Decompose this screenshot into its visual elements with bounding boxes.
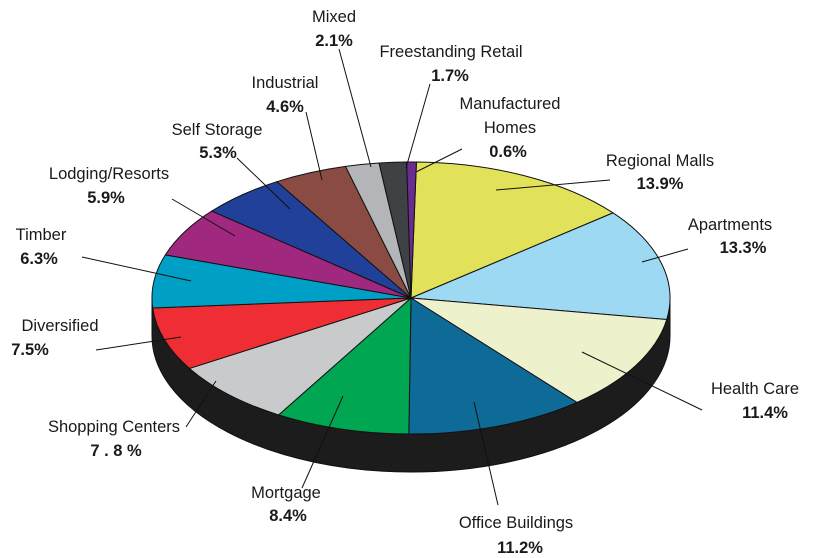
label-timber: Timber 6.3% — [16, 226, 67, 268]
pie-slice-office-buildings — [408, 297, 578, 435]
slice-value: 6.3% — [20, 250, 58, 268]
leader-line-lodging-resorts — [171, 198, 236, 237]
slice-name: Timber — [16, 226, 67, 244]
slice-name: Regional Malls — [606, 152, 714, 170]
leader-line-mortgage — [301, 395, 344, 489]
slice-name: Lodging/Resorts — [49, 165, 169, 183]
slice-value: 0.6% — [489, 143, 527, 161]
pie-slices — [151, 161, 671, 435]
slice-name: Office Buildings — [459, 514, 573, 532]
pie-slice-manufactured-homes — [406, 161, 417, 299]
label-industrial: Industrial 4.6% — [252, 74, 319, 116]
slice-value: 5.9% — [87, 189, 125, 207]
label-manufactured-homes: Manufactured Homes 0.6% — [460, 95, 561, 161]
label-health-care: Health Care 11.4% — [711, 380, 799, 422]
slice-value: 11.4% — [742, 404, 788, 422]
slice-name: Mortgage — [251, 484, 321, 502]
slice-name-line2: Homes — [484, 119, 536, 137]
leader-line-shopping-centers — [185, 380, 217, 428]
pie-slice-regional-malls — [410, 161, 614, 299]
slice-name: Manufactured — [460, 95, 561, 113]
slice-value: 7 . 8 % — [90, 442, 142, 460]
label-regional-malls: Regional Malls 13.9% — [606, 152, 714, 193]
slice-value: 13.3% — [720, 239, 767, 257]
label-diversified: Diversified 7.5% — [11, 317, 98, 359]
label-freestanding-retail: Freestanding Retail 1.7% — [379, 43, 522, 85]
slice-value: 2.1% — [315, 32, 353, 50]
leader-line-industrial — [305, 111, 323, 181]
pie-slice-shopping-centers — [188, 297, 412, 416]
slice-name: Freestanding Retail — [379, 43, 522, 61]
label-apartments: Apartments 13.3% — [688, 216, 772, 257]
label-mortgage: Mortgage 8.4% — [251, 484, 321, 525]
slice-name: Diversified — [21, 317, 98, 335]
slice-name: Mixed — [312, 8, 356, 26]
leader-line-office-buildings — [473, 401, 499, 506]
slice-name: Health Care — [711, 380, 799, 398]
pie-slice-health-care — [410, 297, 668, 403]
leader-line-health-care — [581, 351, 703, 411]
pie-slice-apartments — [410, 212, 671, 321]
slice-value: 11.2% — [497, 539, 543, 557]
slice-name: Apartments — [688, 216, 772, 234]
slice-name: Self Storage — [172, 121, 263, 139]
leader-line-freestanding-retail — [405, 83, 431, 169]
label-office-buildings: Office Buildings 11.2% — [459, 514, 573, 557]
slice-value: 4.6% — [266, 98, 304, 116]
slice-name: Shopping Centers — [48, 418, 180, 436]
slice-name: Industrial — [252, 74, 319, 92]
leader-lines — [81, 48, 703, 506]
label-shopping-centers: Shopping Centers 7 . 8 % — [48, 418, 180, 460]
slice-value: 8.4% — [269, 507, 307, 525]
leader-line-timber — [81, 256, 192, 282]
label-mixed: Mixed 2.1% — [312, 8, 356, 50]
slice-value: 7.5% — [11, 341, 49, 359]
slice-value: 5.3% — [199, 144, 237, 162]
leader-line-diversified — [95, 336, 182, 351]
label-self-storage: Self Storage 5.3% — [172, 121, 263, 162]
leader-line-manufactured-homes — [415, 148, 463, 173]
label-lodging-resorts: Lodging/Resorts 5.9% — [49, 165, 169, 207]
slice-value: 13.9% — [637, 175, 684, 193]
slice-value: 1.7% — [431, 67, 469, 85]
pie-slice-mortgage — [278, 297, 412, 435]
leader-line-regional-malls — [495, 179, 611, 191]
leader-line-mixed — [338, 48, 372, 168]
leader-line-self-storage — [236, 157, 291, 210]
leader-line-apartments — [641, 248, 689, 263]
slice-labels: Regional Malls 13.9% Apartments 13.3% He… — [11, 8, 799, 557]
